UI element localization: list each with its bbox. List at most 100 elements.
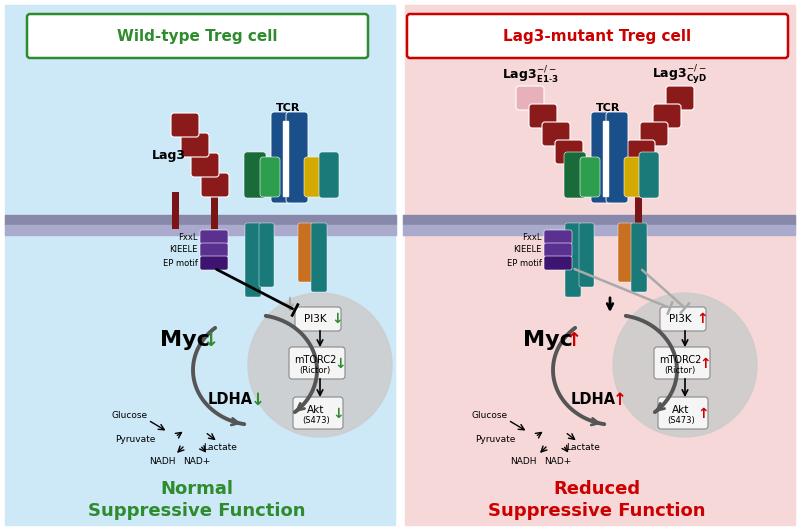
- FancyBboxPatch shape: [544, 243, 572, 257]
- FancyBboxPatch shape: [295, 307, 341, 331]
- FancyBboxPatch shape: [271, 112, 293, 203]
- FancyBboxPatch shape: [191, 153, 219, 177]
- Text: mTORC2: mTORC2: [294, 355, 336, 365]
- Text: (Rictor): (Rictor): [299, 366, 330, 375]
- Text: ↓: ↓: [334, 357, 346, 371]
- FancyBboxPatch shape: [293, 397, 343, 429]
- FancyBboxPatch shape: [298, 223, 313, 282]
- FancyBboxPatch shape: [407, 14, 788, 58]
- Text: Lactate: Lactate: [203, 444, 237, 453]
- FancyBboxPatch shape: [200, 256, 228, 270]
- FancyBboxPatch shape: [289, 347, 345, 379]
- FancyBboxPatch shape: [618, 223, 633, 282]
- Text: Myc: Myc: [523, 330, 573, 350]
- FancyBboxPatch shape: [631, 223, 647, 292]
- Text: $\mathbf{Lag3}_{\mathbf{CyD}}^{-/-}$: $\mathbf{Lag3}_{\mathbf{CyD}}^{-/-}$: [653, 64, 707, 86]
- Text: Akt: Akt: [307, 405, 325, 415]
- FancyBboxPatch shape: [260, 157, 280, 197]
- Text: NAD+: NAD+: [183, 457, 210, 466]
- Circle shape: [248, 293, 392, 437]
- FancyBboxPatch shape: [181, 133, 209, 157]
- FancyBboxPatch shape: [660, 307, 706, 331]
- Text: Wild-type Treg cell: Wild-type Treg cell: [117, 30, 278, 45]
- FancyBboxPatch shape: [579, 223, 594, 287]
- FancyBboxPatch shape: [200, 230, 228, 244]
- Text: KIEELE: KIEELE: [170, 245, 198, 254]
- FancyBboxPatch shape: [591, 112, 613, 203]
- FancyBboxPatch shape: [529, 104, 557, 128]
- Bar: [603, 121, 608, 196]
- Bar: [283, 121, 288, 196]
- Text: LDHA: LDHA: [207, 393, 253, 408]
- Text: Myc: Myc: [160, 330, 210, 350]
- Text: ↑: ↑: [699, 357, 711, 371]
- Text: LDHA: LDHA: [570, 393, 615, 408]
- Text: (Rictor): (Rictor): [664, 366, 696, 375]
- FancyBboxPatch shape: [580, 157, 600, 197]
- Text: mTORC2: mTORC2: [659, 355, 701, 365]
- FancyBboxPatch shape: [653, 104, 681, 128]
- Text: ↓: ↓: [202, 331, 218, 349]
- Text: Reduced
Suppressive Function: Reduced Suppressive Function: [488, 480, 706, 520]
- Text: NADH: NADH: [149, 457, 175, 466]
- Text: $\mathbf{Lag3}_{\mathbf{E1\text{-}3}}^{-/-}$: $\mathbf{Lag3}_{\mathbf{E1\text{-}3}}^{-…: [502, 65, 558, 85]
- Circle shape: [613, 293, 757, 437]
- Text: FxxL: FxxL: [522, 233, 542, 242]
- FancyBboxPatch shape: [245, 223, 261, 297]
- FancyBboxPatch shape: [542, 122, 570, 146]
- Text: ↑: ↑: [697, 407, 709, 421]
- Text: ↓: ↓: [251, 391, 265, 409]
- Text: ↓: ↓: [331, 312, 343, 326]
- FancyBboxPatch shape: [640, 122, 668, 146]
- Text: Lag3: Lag3: [152, 148, 186, 162]
- Text: Akt: Akt: [672, 405, 690, 415]
- FancyBboxPatch shape: [564, 152, 586, 198]
- Text: PI3K: PI3K: [669, 314, 691, 324]
- Text: NAD+: NAD+: [544, 457, 572, 466]
- Text: ↓: ↓: [332, 407, 344, 421]
- Text: Pyruvate: Pyruvate: [475, 436, 515, 445]
- Text: ↑: ↑: [613, 391, 627, 409]
- Text: TCR: TCR: [276, 103, 300, 113]
- FancyBboxPatch shape: [606, 112, 628, 203]
- FancyBboxPatch shape: [544, 256, 572, 270]
- Text: PI3K: PI3K: [304, 314, 326, 324]
- Text: Glucose: Glucose: [472, 411, 508, 420]
- FancyBboxPatch shape: [666, 86, 694, 110]
- Bar: [405, 5, 795, 525]
- FancyBboxPatch shape: [516, 86, 544, 110]
- Text: Normal
Suppressive Function: Normal Suppressive Function: [88, 480, 306, 520]
- Text: Lactate: Lactate: [566, 444, 600, 453]
- FancyBboxPatch shape: [658, 397, 708, 429]
- Text: Glucose: Glucose: [112, 411, 148, 420]
- FancyBboxPatch shape: [639, 152, 659, 198]
- Text: Pyruvate: Pyruvate: [115, 436, 155, 445]
- FancyBboxPatch shape: [654, 347, 710, 379]
- Text: FxxL: FxxL: [178, 233, 198, 242]
- FancyBboxPatch shape: [200, 243, 228, 257]
- Text: Lag3-mutant Treg cell: Lag3-mutant Treg cell: [503, 30, 691, 45]
- Text: EP motif: EP motif: [163, 259, 198, 268]
- FancyBboxPatch shape: [544, 230, 572, 244]
- FancyBboxPatch shape: [244, 152, 266, 198]
- FancyBboxPatch shape: [624, 157, 644, 197]
- Bar: [5, 5, 395, 525]
- FancyBboxPatch shape: [565, 223, 581, 297]
- FancyBboxPatch shape: [311, 223, 327, 292]
- Bar: [5, 215, 795, 225]
- FancyBboxPatch shape: [171, 113, 199, 137]
- Text: KIEELE: KIEELE: [514, 245, 542, 254]
- Text: (S473): (S473): [667, 416, 695, 425]
- FancyBboxPatch shape: [286, 112, 308, 203]
- Text: EP motif: EP motif: [507, 259, 542, 268]
- FancyBboxPatch shape: [201, 173, 229, 197]
- FancyBboxPatch shape: [259, 223, 274, 287]
- Text: (S473): (S473): [302, 416, 330, 425]
- Bar: [5, 225, 795, 235]
- FancyBboxPatch shape: [627, 140, 655, 164]
- FancyBboxPatch shape: [304, 157, 324, 197]
- Text: TCR: TCR: [596, 103, 620, 113]
- Text: NADH: NADH: [510, 457, 536, 466]
- Text: ↑: ↑: [565, 331, 581, 349]
- Text: ↑: ↑: [696, 312, 708, 326]
